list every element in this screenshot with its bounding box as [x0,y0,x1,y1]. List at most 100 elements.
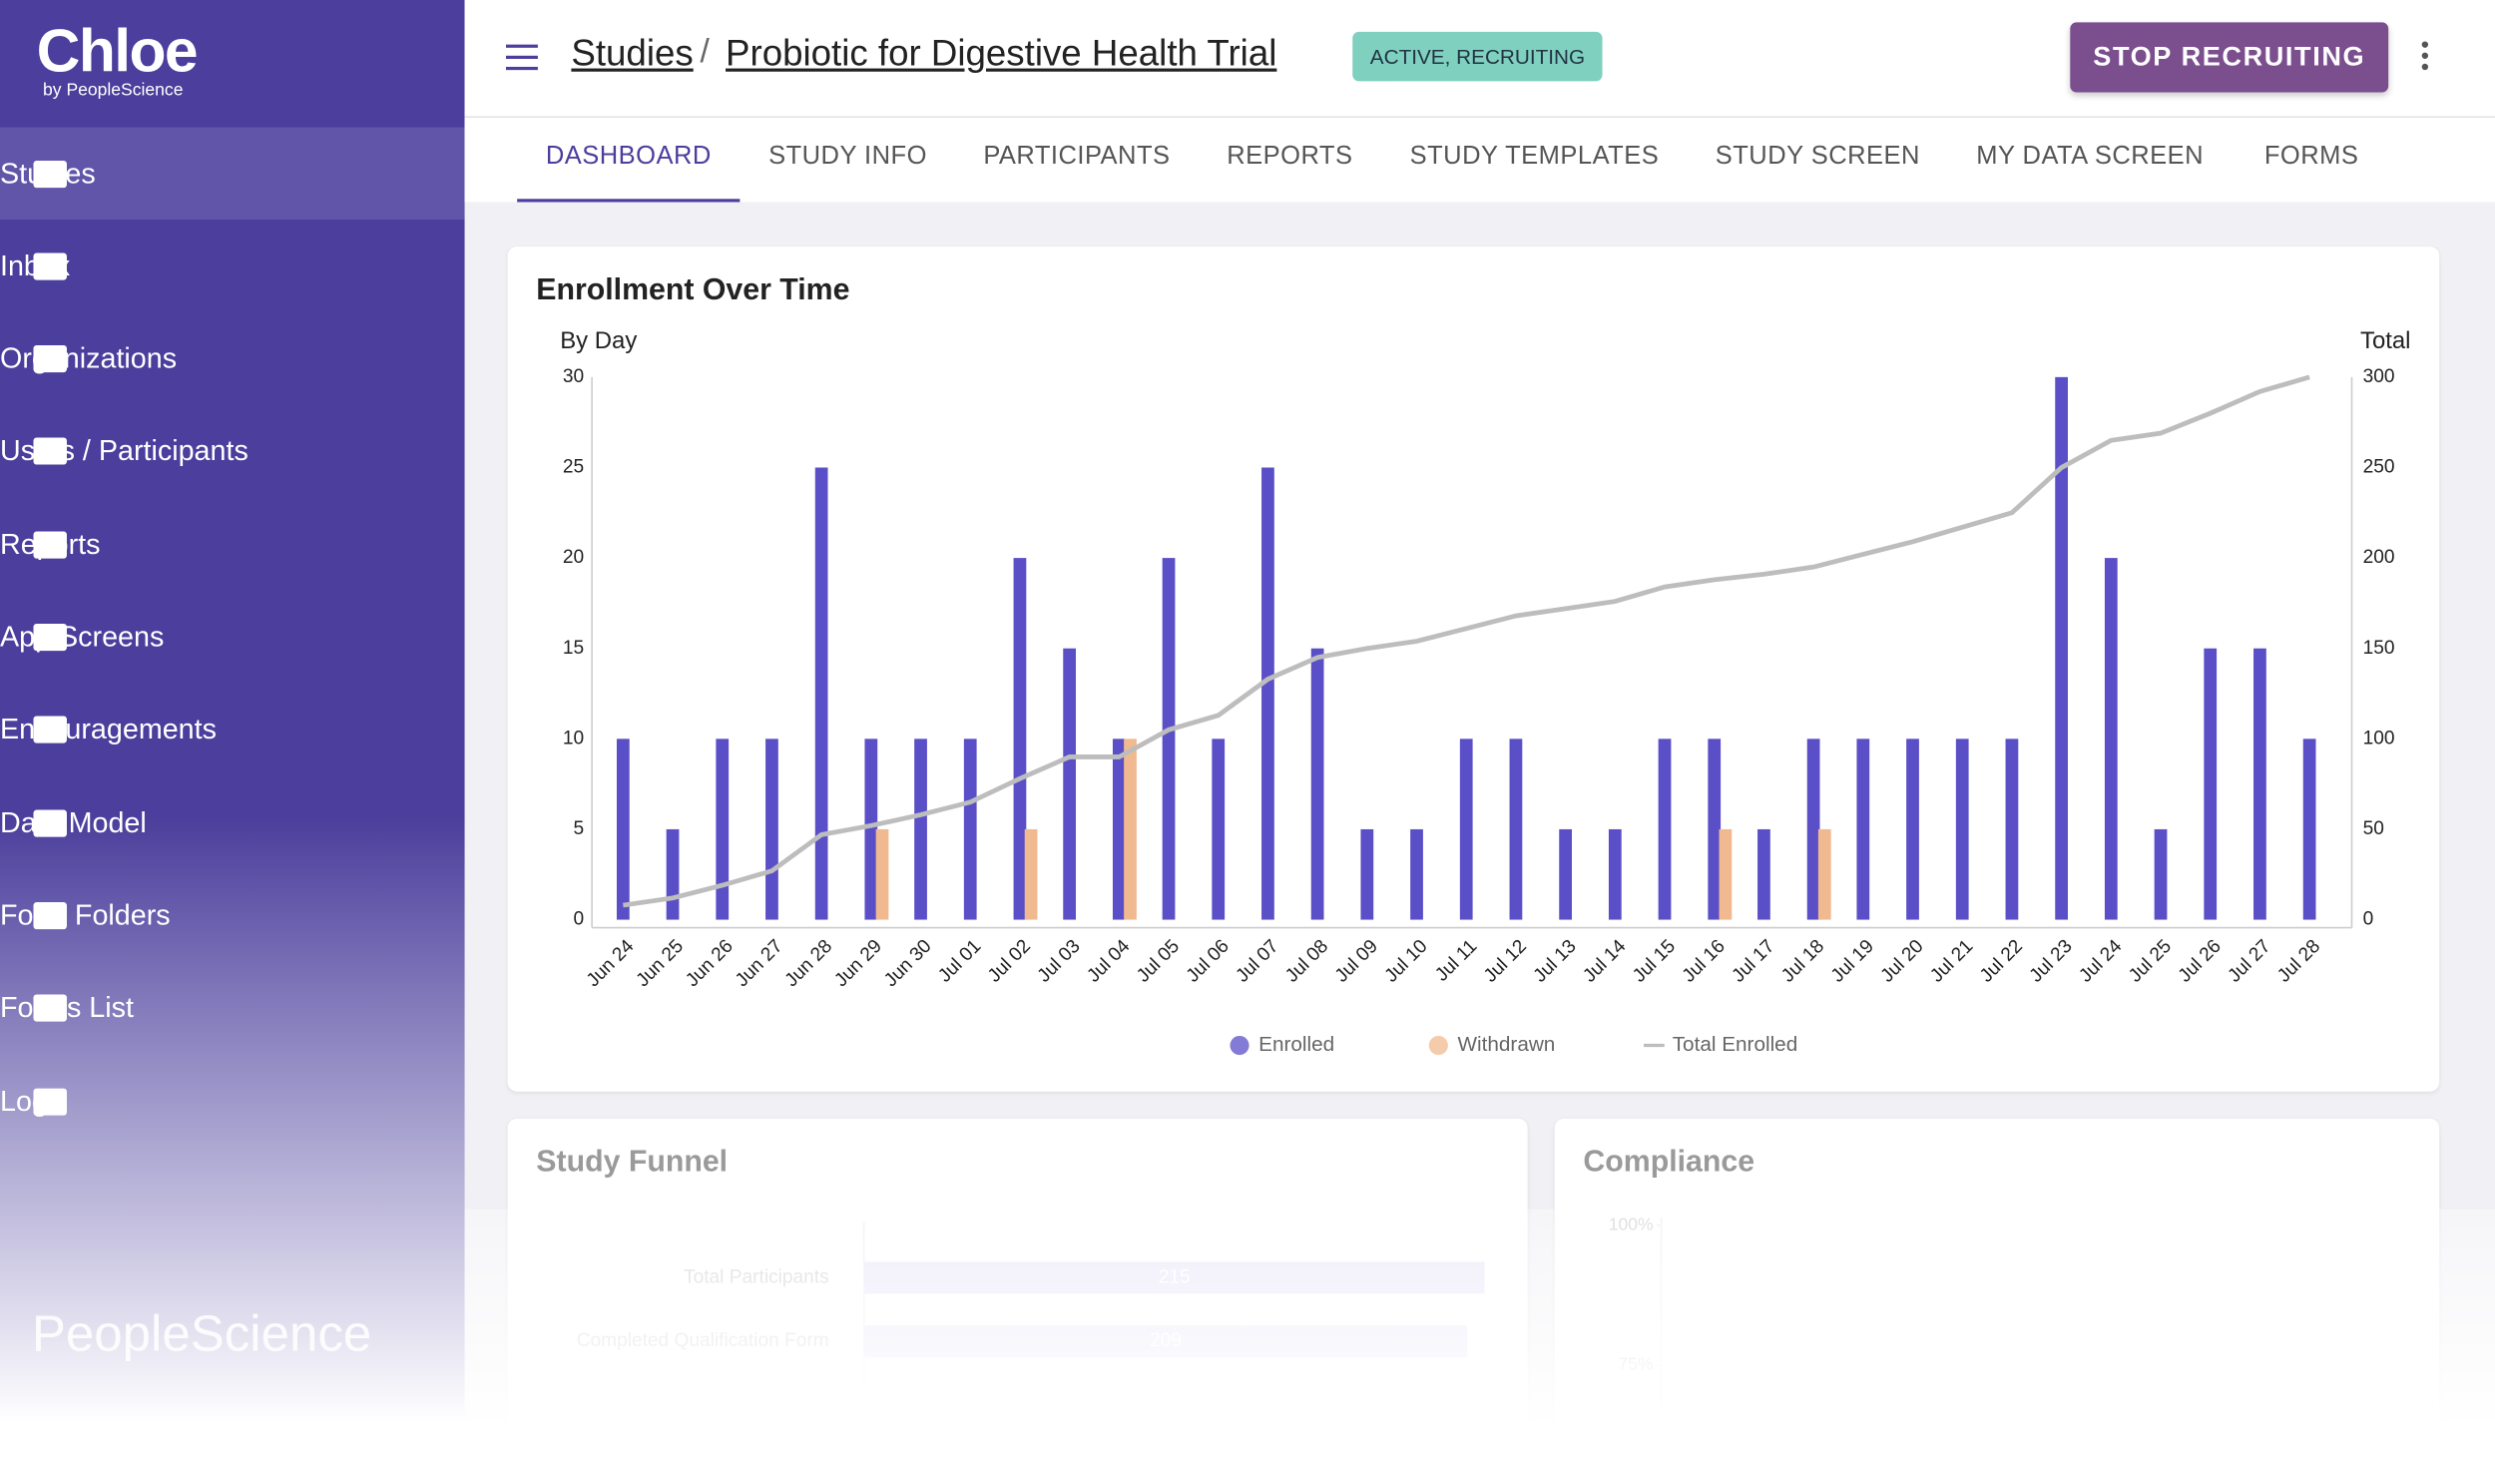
nav-icon [33,901,67,929]
x-tick-label: Jul 03 [1034,936,1085,987]
y-tick-label: 15 [563,638,584,659]
x-tick-label: Jun 26 [682,936,737,991]
x-tick-label: Jul 19 [1827,936,1878,987]
bar [1063,648,1077,920]
x-tick-label: Jun 24 [583,935,639,991]
bar [1806,739,1820,920]
x-tick-label: Jun 28 [781,936,836,991]
legend-label: Withdrawn [1457,1033,1555,1056]
breadcrumb-current[interactable]: Probiotic for Digestive Health Trial [726,31,1277,74]
bar [2302,739,2316,920]
tab[interactable]: STUDY SCREEN [1715,143,1920,171]
x-tick-label: Jul 09 [1331,936,1382,987]
x-tick-label: Jul 01 [934,936,985,987]
total-line [622,374,2310,908]
tab[interactable]: STUDY INFO [768,143,927,171]
y2-tick-label: 250 [2363,457,2395,478]
x-tick-label: Jul 15 [1629,936,1680,987]
x-tick-label: Jul 23 [2026,936,2077,987]
tab[interactable]: FORMS [2263,143,2359,171]
y2-tick-label: 50 [2363,818,2384,839]
bar [1509,739,1523,920]
nav-item[interactable]: Encouragements [0,684,465,775]
y-axis-label: By Day [560,327,637,354]
bar [1708,739,1722,920]
y-tick-label: 5 [574,818,585,839]
y-tick-label: 20 [563,547,584,568]
compliance-card: Compliance 100% 75% [1554,1118,2440,1483]
funnel-card: Study Funnel Total Participants 215 Complet… [507,1118,1528,1483]
tab[interactable]: REPORTS [1227,143,1353,171]
nav-item[interactable]: Forms List [0,962,465,1054]
bar [716,739,730,920]
nav-item[interactable]: Form Folders [0,869,465,961]
bar [1013,558,1027,920]
nav-item[interactable]: Data Model [0,776,465,868]
x-tick-label: Jul 13 [1530,936,1581,987]
nav-item[interactable]: Users / Participants [0,405,465,497]
y2-tick-label: 100 [2363,728,2395,748]
x-tick-label: Jul 27 [2225,936,2275,987]
bar [2154,828,2168,920]
tab[interactable]: STUDY TEMPLATES [1409,143,1660,171]
nav-icon [33,808,67,837]
y2-tick-label: 0 [2363,909,2374,930]
nav-item[interactable]: Studies [0,127,465,221]
bar [1817,828,1831,920]
bar [1719,828,1733,920]
menu-icon[interactable] [506,44,538,71]
bar [963,739,977,920]
nav-item[interactable]: Reports [0,498,465,590]
nav-icon [33,160,67,188]
nav-icon [33,438,67,466]
x-tick-label: Jul 04 [1083,935,1134,986]
nav-item[interactable]: Organizations [0,312,465,404]
nav-icon [33,345,67,373]
compliance-chart: Compliance 100% 75% [1583,1145,1754,1483]
bar [1212,739,1226,920]
bar [1261,467,1274,920]
x-tick-label: Jul 11 [1431,936,1481,986]
x-tick-label: Jul 14 [1579,935,1630,986]
bar [914,739,927,920]
bar [1124,739,1137,920]
nav-label: Data Model [0,805,147,838]
nav-label: Form Folders [0,898,171,931]
bar [765,739,778,920]
bar [1559,828,1573,920]
x-tick-label: Jul 20 [1877,936,1928,987]
tab[interactable]: PARTICIPANTS [983,143,1171,171]
tab[interactable]: MY DATA SCREEN [1976,143,2205,171]
bar [2005,739,2019,920]
bar [1024,828,1038,920]
category-label: Total Participants [684,1266,829,1287]
x-tick-label: Jul 08 [1281,936,1332,987]
x-tick-label: Jul 07 [1233,936,1283,987]
bar [814,467,828,920]
y2-tick-label: 200 [2363,547,2395,568]
category-label: Completed Qualification Form [577,1330,829,1351]
tab[interactable]: DASHBOARD [545,143,712,171]
y2-axis-label: Total [2360,327,2411,354]
x-tick-label: Jun 29 [830,936,885,991]
nav-item[interactable]: Inbox [0,220,465,311]
nav-icon [33,1087,67,1115]
nav-item[interactable]: App Screens [0,591,465,683]
chart-title: Compliance [1583,1145,1754,1178]
stop-button[interactable]: STOP RECRUITING [2070,22,2389,93]
nav-icon [33,252,67,280]
nav-item[interactable]: Logs [0,1055,465,1147]
y2-tick-label: 150 [2363,638,2395,659]
y-tick-label: 25 [563,457,584,478]
more-menu[interactable] [2421,41,2429,71]
bar [1906,739,1919,920]
bar [1757,828,1770,920]
bar [1459,739,1473,920]
breadcrumb-link[interactable]: Studies [571,31,694,74]
logo-sub: by PeopleScience [43,81,184,101]
bar [1410,828,1423,920]
x-tick-label: Jul 16 [1679,936,1730,987]
x-tick-label: Jul 22 [1976,936,2027,987]
bar [1112,739,1126,920]
y-tick-label: 75% [1619,1354,1654,1374]
